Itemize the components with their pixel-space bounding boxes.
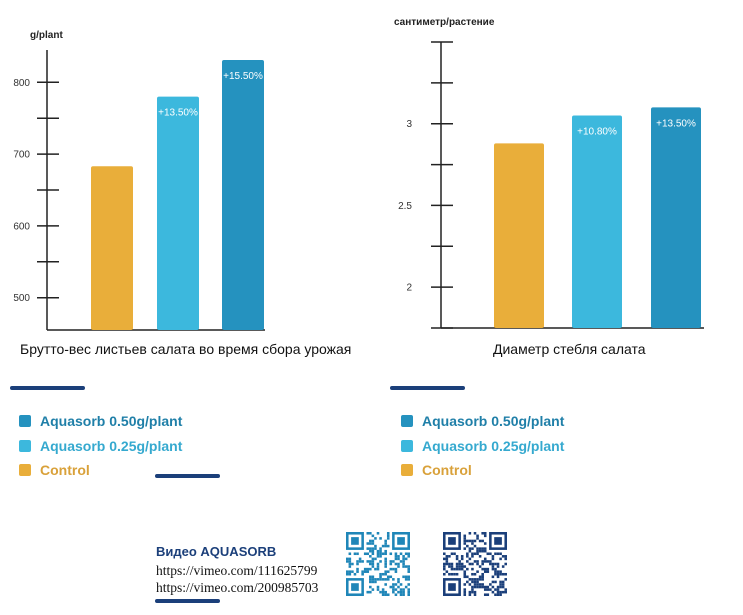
y-tick-label: 600 [13, 221, 30, 232]
legend-label: Aquasorb 0.25g/plant [40, 437, 183, 454]
divider-rule [155, 474, 220, 478]
legend-label: Control [422, 462, 472, 479]
bar-aquasorb_025 [572, 115, 622, 329]
divider-rule [390, 386, 465, 390]
y-tick-label: 700 [13, 150, 30, 161]
y-tick-label: 500 [13, 293, 30, 304]
bar-data-label: +13.50% [656, 118, 696, 129]
legend-label: Control [40, 462, 90, 479]
legend-swatch [19, 464, 31, 477]
video-heading: Видео AQUASORB [156, 544, 277, 559]
bar-control [91, 166, 133, 330]
y-tick-label: 3 [406, 119, 412, 130]
legend-swatch [401, 415, 413, 428]
video-block: Видео AQUASORB https://vimeo.com/1116257… [156, 544, 318, 596]
qr-code-icon [443, 532, 507, 596]
legend-label: Aquasorb 0.50g/plant [422, 413, 565, 430]
divider-rule [10, 386, 85, 390]
bar-aquasorb_050 [651, 107, 701, 328]
legend-swatch [19, 415, 31, 428]
legend-right: Aquasorb 0.50g/plant Aquasorb 0.25g/plant… [401, 409, 564, 483]
legend-item: Aquasorb 0.50g/plant [19, 409, 182, 434]
qr-code-icon [346, 532, 410, 596]
bar-data-label: +15.50% [223, 71, 263, 82]
y-axis-unit-label: сантиметр/растение [394, 17, 495, 28]
chart-title-gross-weight: Брутто-вес листьев салата во время сбора… [20, 341, 352, 357]
legend-label: Aquasorb 0.25g/plant [422, 437, 565, 454]
legend-swatch [401, 464, 413, 477]
y-axis-unit-label: g/plant [30, 30, 63, 41]
bar-aquasorb_025 [157, 96, 199, 331]
chart-title-stem-diameter: Диаметр стебля салата [493, 341, 646, 357]
legend-item: Control [19, 458, 182, 483]
legend-item: Aquasorb 0.50g/plant [401, 409, 564, 434]
bar-data-label: +13.50% [158, 108, 198, 119]
y-tick-label: 800 [13, 78, 30, 89]
chart-gross-weight: g/plant 500 600 700 800 +13.50% +15.50% [13, 30, 265, 331]
y-tick-label: 2.5 [398, 201, 412, 212]
divider-rule [155, 599, 220, 603]
y-tick-label: 2 [406, 283, 412, 294]
video-link-2[interactable]: https://vimeo.com/200985703 [156, 580, 319, 595]
video-link-1[interactable]: https://vimeo.com/111625799 [156, 563, 318, 578]
legend-item: Control [401, 458, 564, 483]
bar-control [494, 143, 544, 328]
legend-swatch [401, 439, 413, 452]
legend-item: Aquasorb 0.25g/plant [19, 434, 182, 459]
legend-item: Aquasorb 0.25g/plant [401, 434, 564, 459]
legend-left: Aquasorb 0.50g/plant Aquasorb 0.25g/plant… [19, 409, 182, 483]
legend-swatch [19, 439, 31, 452]
legend-label: Aquasorb 0.50g/plant [40, 413, 183, 430]
bar-aquasorb_050 [222, 60, 264, 331]
chart-stem-diameter: сантиметр/растение 2 2.5 3 +10.80% +13.50% [394, 17, 704, 329]
bar-data-label: +10.80% [577, 127, 617, 138]
